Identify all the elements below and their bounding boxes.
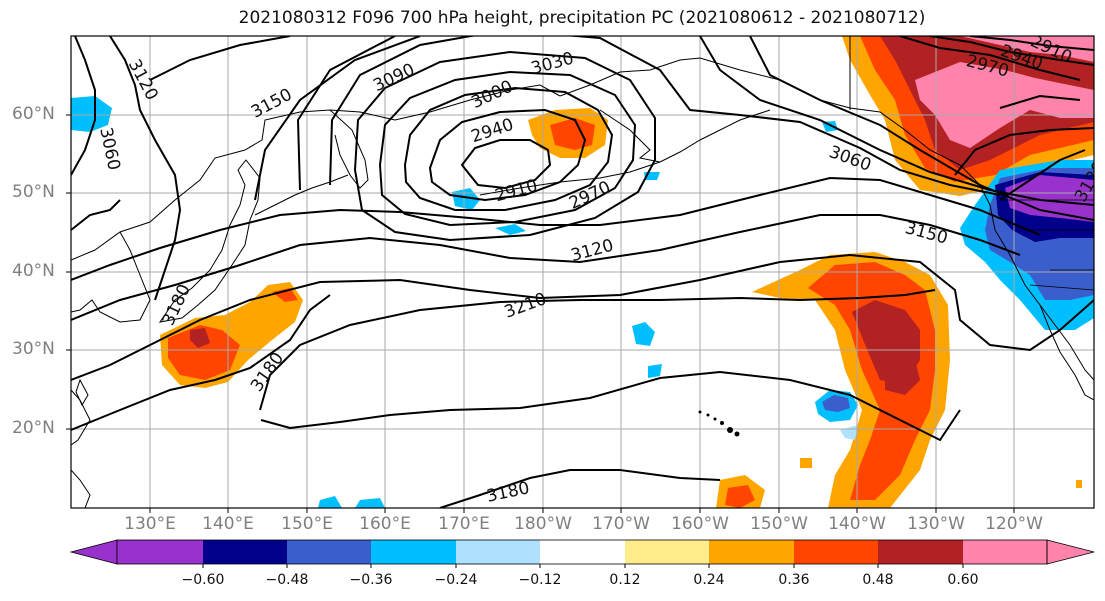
shade-band-firebrick2 (885, 360, 920, 395)
lon-label-150w: 150°W (750, 514, 808, 534)
contour-3180 (71, 253, 1094, 381)
colorbar-tick-label: −0.48 (265, 572, 309, 588)
colorbar-seg (625, 540, 709, 564)
shade-blob-blue2 (822, 395, 850, 412)
colorbar-tick-label: 0.60 (947, 572, 979, 588)
coast-alaska (559, 57, 961, 166)
tick-marks (66, 114, 1015, 513)
colorbar-tick-label: 0.24 (693, 572, 725, 588)
lon-label-120w: 120°W (985, 514, 1043, 534)
contour-left3 (71, 199, 121, 231)
lon-label-160w: 160°W (671, 514, 729, 534)
lat-label-50n: 50°N (12, 182, 55, 202)
contour-ne2 (929, 36, 1094, 66)
contour-ne3 (969, 36, 1094, 51)
lon-label-170w: 170°W (592, 514, 650, 534)
lon-label-150e: 150°E (281, 514, 333, 534)
colorbar-tick-label: −0.36 (349, 572, 393, 588)
lon-label-130e: 130°E (124, 514, 176, 534)
contour-3180c (260, 370, 961, 442)
contour-left2 (71, 36, 96, 176)
colorbar-seg (117, 540, 203, 564)
contour-3150 (71, 36, 1021, 321)
coast-bering (599, 109, 661, 163)
shade-blob-se2 (725, 485, 755, 508)
contour-ne4 (954, 127, 1094, 176)
lat-label-40n: 40°N (12, 261, 55, 281)
contour-3060 (329, 36, 1001, 196)
colorbar-tick-label: −0.60 (181, 572, 225, 588)
lon-label-160e: 160°E (359, 514, 411, 534)
contour-2910 (460, 139, 552, 190)
shade-ne-pink (915, 62, 1094, 148)
contour-3090 (296, 36, 1094, 206)
coast-kurils (254, 174, 349, 216)
colorbar-seg (456, 540, 540, 564)
map-panel: 3120 3060 3150 3090 3030 3000 2940 2910 … (71, 36, 1094, 508)
colorbar (69, 539, 1095, 568)
contour-2940 (428, 108, 587, 202)
map-title: 2021080312 F096 700 hPa height, precipit… (238, 8, 926, 28)
colorbar-tick-label: −0.12 (518, 572, 562, 588)
lon-label-170e: 170°E (438, 514, 490, 534)
colorbar-tick-label: 0.48 (862, 572, 894, 588)
lat-label-60n: 60°N (12, 104, 55, 124)
contour-2970 (403, 86, 614, 211)
contour-3210 (259, 289, 936, 411)
colorbar-extend-low (69, 539, 118, 565)
lon-label-130w: 130°W (907, 514, 965, 534)
coast-baja (1039, 304, 1094, 401)
shade-japan-redorange (168, 325, 240, 380)
contour-ne1 (899, 36, 1081, 81)
colorbar-seg (963, 540, 1047, 564)
colorbar-seg (878, 540, 963, 564)
colorbar-tick-label: −0.24 (434, 572, 478, 588)
colorbar-tick-label: 0.12 (609, 572, 641, 588)
height-contours (71, 36, 1094, 508)
colorbar-seg (371, 540, 456, 564)
coast-philippines (71, 389, 91, 446)
coast-japan (158, 159, 261, 323)
lon-label-180w: 180°W (514, 514, 572, 534)
contour-3180b (71, 294, 331, 431)
lon-label-140e: 140°E (202, 514, 254, 534)
contour-ne6 (999, 94, 1081, 109)
contour-left1 (109, 36, 182, 301)
coast-na-west (959, 164, 1094, 381)
colorbar-seg (203, 540, 287, 564)
coast-asia (71, 84, 561, 261)
colorbar-tick-label: 0.36 (778, 572, 810, 588)
lat-label-20n: 20°N (12, 418, 55, 438)
colorbar-seg (794, 540, 878, 564)
hawaii-islands (698, 410, 740, 437)
contour-3180d (439, 469, 721, 508)
coastlines (71, 36, 1094, 508)
contour-ne5 (999, 149, 1086, 201)
shade-top-pink (960, 36, 1094, 62)
contour-3120 (254, 36, 1094, 221)
contour-3000 (378, 70, 637, 227)
contour-3120b (71, 176, 1041, 281)
lon-label-140w: 140°W (828, 514, 886, 534)
shade-us-purple (1005, 175, 1094, 222)
coast-taiwan (75, 378, 89, 407)
coast-kamchatka (329, 109, 369, 189)
coast-korea (71, 231, 151, 323)
colorbar-extend-high (1046, 539, 1095, 565)
contour-3030 (353, 50, 656, 242)
colorbar-seg (540, 540, 625, 564)
colorbar-seg (709, 540, 794, 564)
colorbar-seg (287, 540, 371, 564)
lat-label-30n: 30°N (12, 339, 55, 359)
